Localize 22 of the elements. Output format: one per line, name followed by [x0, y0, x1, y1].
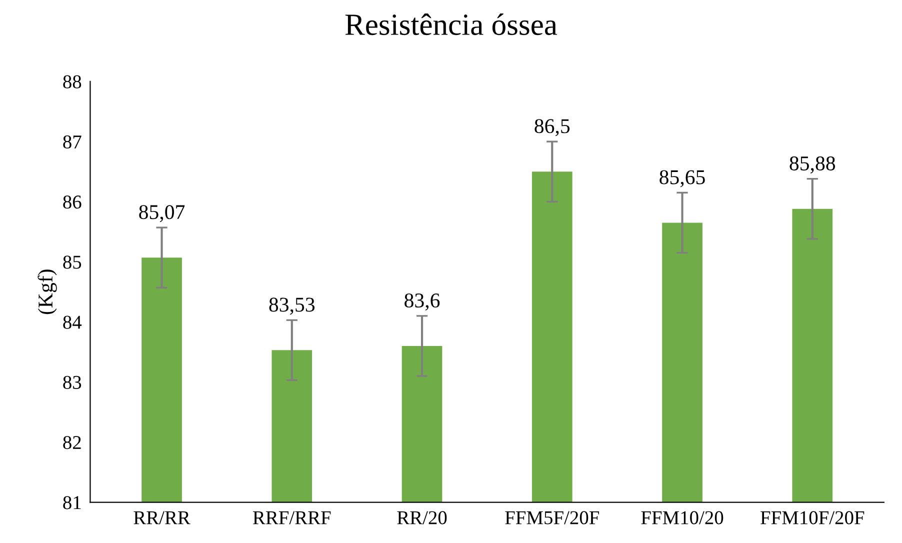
data-label: 85,88	[790, 156, 836, 174]
y-tick-label: 81	[63, 496, 81, 510]
y-tick-label: 86	[63, 196, 82, 209]
x-tick-label: RR/20	[397, 511, 447, 524]
x-tick-label: FFM5F/20F	[505, 511, 599, 524]
chart-title: Resistência óssea	[345, 14, 558, 36]
y-tick-label: 82	[63, 436, 81, 450]
y-tick-label: 88	[63, 75, 82, 88]
data-label: 83,6	[404, 293, 440, 311]
x-tick-label: FFM10F/20F	[760, 511, 864, 524]
y-tick-label: 85	[63, 256, 82, 269]
y-tick-label: 87	[63, 135, 82, 149]
y-tick-label: 83	[63, 376, 82, 389]
data-label: 85,65	[660, 170, 705, 188]
y-axis-title: (Kgf)	[38, 270, 57, 314]
x-tick-label: RRF/RRF	[253, 511, 331, 524]
x-tick-label: FFM10/20	[641, 511, 724, 524]
data-label: 85,07	[139, 205, 185, 222]
x-tick-label: RR/RR	[134, 511, 190, 524]
y-tick-label: 84	[63, 316, 82, 329]
data-label: 86,5	[534, 119, 570, 136]
data-label: 83,53	[269, 298, 315, 315]
